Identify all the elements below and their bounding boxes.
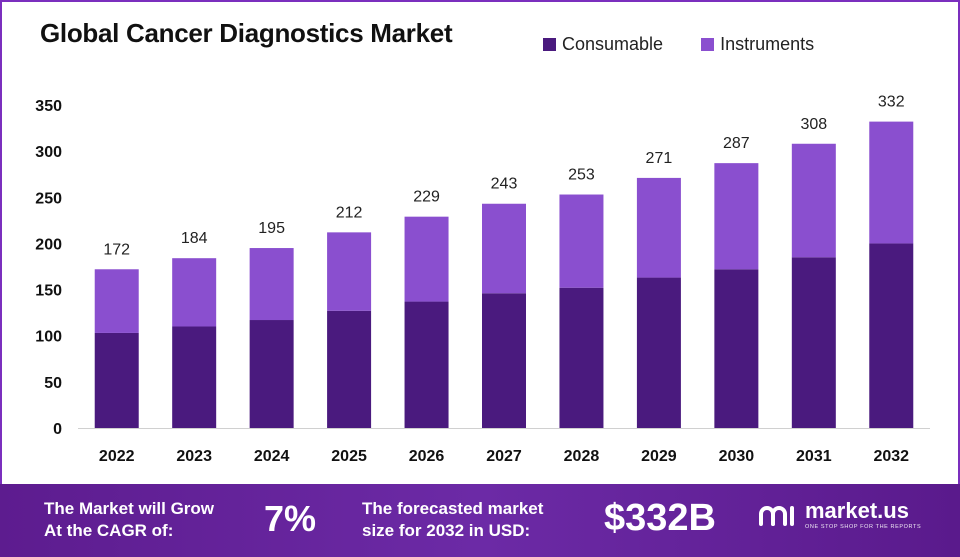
x-tick-label: 2029 [641, 448, 677, 465]
brand-logo: market.us ONE STOP SHOP FOR THE REPORTS [757, 500, 921, 530]
brand-name: market.us [805, 498, 909, 523]
legend-swatch-consumable [543, 38, 556, 51]
bar-consumable [249, 320, 294, 428]
legend-item-consumable: Consumable [543, 34, 663, 55]
bar-instruments [404, 216, 449, 302]
bar-instruments [636, 177, 681, 278]
bar-instruments [559, 194, 604, 288]
bar-consumable [94, 332, 139, 428]
bar-consumable [869, 243, 914, 428]
y-tick-label: 300 [35, 144, 62, 161]
y-tick-label: 0 [53, 421, 62, 438]
bar-total-label: 229 [413, 189, 440, 206]
chart-title: Global Cancer Diagnostics Market [40, 18, 453, 48]
bar-instruments [714, 163, 759, 270]
bar-consumable [714, 269, 759, 428]
bar-consumable [559, 287, 604, 428]
x-tick-label: 2028 [564, 448, 600, 465]
y-tick-label: 250 [35, 190, 62, 207]
forecast-value: $332B [604, 497, 716, 539]
x-tick-label: 2030 [719, 448, 755, 465]
bar-instruments [94, 269, 139, 333]
x-tick-label: 2032 [873, 448, 909, 465]
bar-instruments [869, 121, 914, 244]
y-tick-label: 200 [35, 236, 62, 253]
legend-item-instruments: Instruments [701, 34, 814, 55]
forecast-caption-line2: size for 2032 in USD: [362, 521, 531, 540]
footer-banner: The Market will Grow At the CAGR of: 7% … [0, 484, 960, 557]
x-tick-label: 2022 [99, 448, 135, 465]
cagr-caption: The Market will Grow At the CAGR of: [44, 498, 214, 542]
bar-instruments [482, 203, 526, 294]
bar-consumable [791, 257, 836, 428]
bar-total-label: 332 [878, 94, 905, 111]
bar-instruments [172, 258, 217, 327]
bar-total-label: 271 [646, 150, 673, 167]
bar-consumable [636, 277, 681, 428]
bar-consumable [172, 326, 217, 428]
x-tick-label: 2031 [796, 448, 832, 465]
bar-consumable [404, 301, 449, 428]
bar-total-label: 308 [800, 116, 827, 133]
bar-instruments [791, 143, 836, 258]
cagr-caption-line2: At the CAGR of: [44, 521, 174, 540]
bar-consumable [482, 293, 526, 428]
x-tick-label: 2026 [409, 448, 445, 465]
forecast-caption-line1: The forecasted market [362, 499, 544, 518]
x-tick-label: 2027 [486, 448, 522, 465]
bar-instruments [327, 232, 372, 311]
x-tick-label: 2024 [254, 448, 290, 465]
x-tick-label: 2025 [331, 448, 367, 465]
bar-consumable [327, 310, 372, 428]
chart-legend: Consumable Instruments [543, 34, 852, 55]
cagr-caption-line1: The Market will Grow [44, 499, 215, 518]
bar-total-label: 253 [568, 167, 595, 184]
y-tick-label: 50 [44, 375, 62, 392]
bar-total-label: 212 [336, 204, 363, 221]
y-tick-label: 100 [35, 329, 62, 346]
bar-total-label: 243 [491, 176, 518, 193]
legend-label-instruments: Instruments [720, 34, 815, 54]
legend-swatch-instruments [701, 38, 715, 51]
x-tick-label: 2023 [176, 448, 212, 465]
bar-total-label: 287 [723, 135, 750, 152]
brand-tagline: ONE STOP SHOP FOR THE REPORTS [805, 524, 922, 530]
bar-chart: 0 50 100 150 200 250 300 350 172 2022 184 2023 195 20… [35, 94, 930, 465]
bar-instruments [249, 248, 294, 321]
bar-total-label: 184 [181, 230, 208, 247]
forecast-caption: The forecasted market size for 2032 in U… [362, 498, 543, 542]
cagr-value: 7% [264, 498, 317, 539]
bar-total-label: 195 [258, 220, 285, 237]
bar-total-label: 172 [103, 241, 130, 258]
market-us-logo-icon [759, 506, 794, 526]
legend-label-consumable: Consumable [562, 34, 664, 54]
y-tick-label: 150 [35, 283, 62, 300]
y-tick-label: 350 [35, 98, 62, 115]
